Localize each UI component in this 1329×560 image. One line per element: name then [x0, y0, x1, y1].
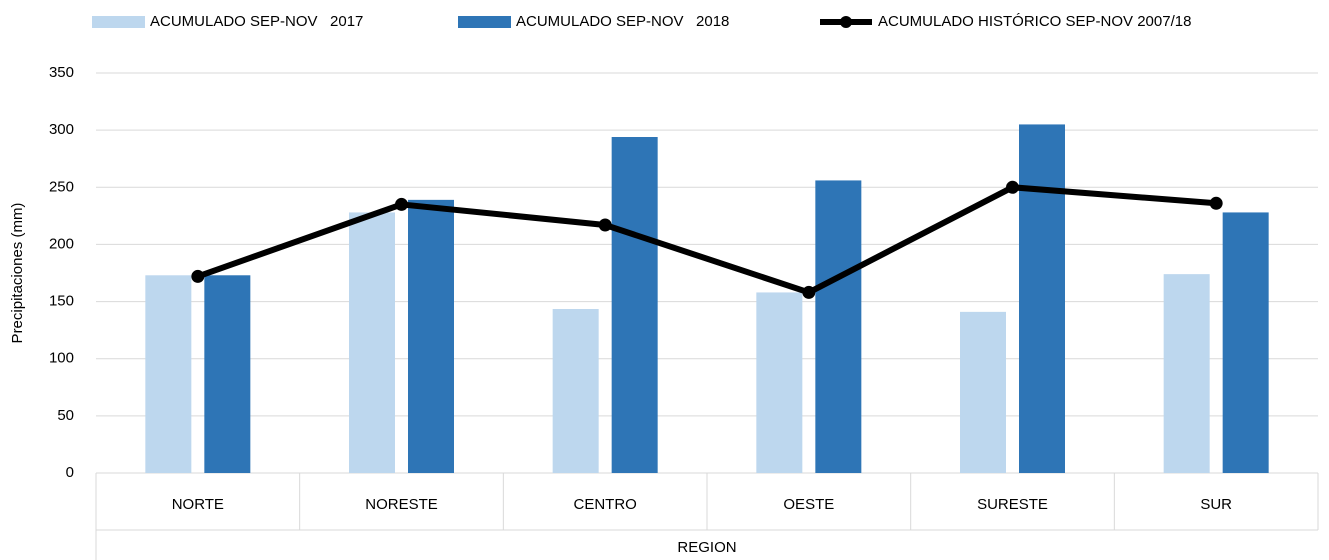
legend-label: ACUMULADO SEP-NOV 2017 [150, 13, 363, 30]
x-tick-label: NORTE [172, 496, 224, 513]
y-tick-label: 350 [49, 64, 74, 81]
y-tick-label: 0 [66, 464, 74, 481]
legend-swatch [458, 16, 511, 28]
x-tick-label: NORESTE [365, 496, 438, 513]
x-tick-label: OESTE [783, 496, 834, 513]
legend-label: ACUMULADO SEP-NOV 2018 [516, 13, 729, 30]
y-tick-label: 300 [49, 121, 74, 138]
bar [1019, 124, 1065, 473]
bar [815, 180, 862, 473]
x-axis-title: REGION [677, 539, 736, 556]
line [196, 184, 1217, 296]
bar [960, 311, 1006, 473]
legend-label: ACUMULADO HISTÓRICO SEP-NOV 2007/18 [878, 13, 1191, 30]
y-tick-label: 50 [57, 407, 74, 424]
bar [145, 275, 192, 473]
bar [204, 275, 251, 473]
line-marker [598, 218, 612, 232]
line-marker [395, 197, 408, 211]
x-tick-label: SURESTE [977, 496, 1048, 513]
legend-marker [840, 16, 852, 28]
bar [408, 199, 454, 473]
line-marker [802, 285, 816, 299]
x-tick-label: CENTRO [573, 496, 636, 513]
bar [1222, 212, 1269, 473]
bar [1163, 274, 1210, 473]
bar [756, 292, 803, 473]
line-marker [1006, 180, 1019, 194]
line-marker [191, 269, 205, 283]
legend-swatch [92, 16, 145, 28]
bar [349, 212, 395, 473]
x-tick-label: SUR [1200, 496, 1232, 513]
y-tick-label: 250 [49, 178, 74, 195]
y-tick-label: 100 [49, 350, 74, 367]
y-tick-label: 150 [49, 293, 74, 310]
y-axis-title: Precipitaciones (mm) [9, 203, 26, 344]
line-marker [1209, 196, 1223, 210]
bar [552, 309, 599, 473]
bar [611, 137, 658, 473]
y-tick-label: 200 [49, 235, 74, 252]
